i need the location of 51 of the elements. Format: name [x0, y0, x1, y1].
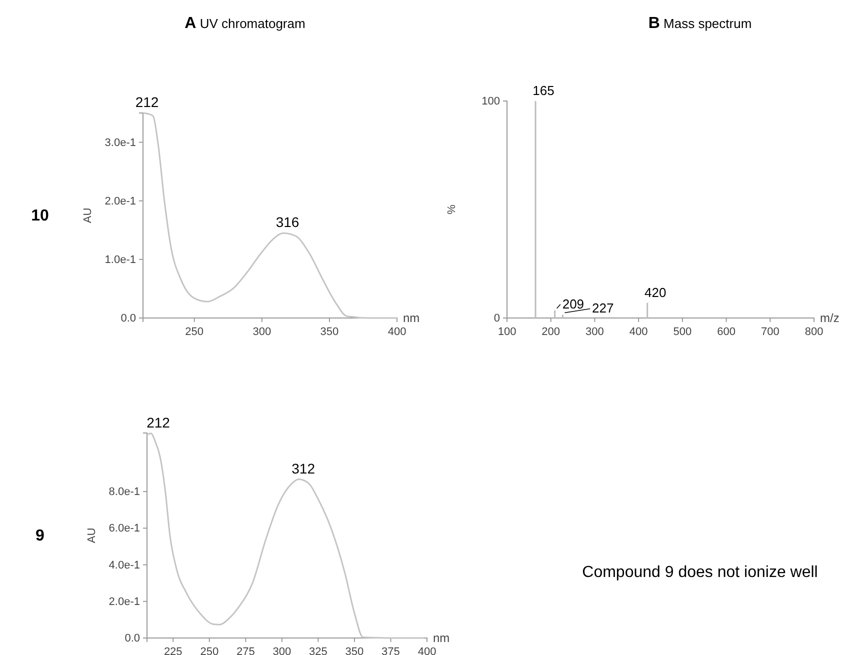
y-tick-label: 2.0e-1 [104, 195, 136, 208]
y-axis-title: AU [82, 208, 94, 224]
x-tick-label: 800 [804, 326, 824, 338]
x-axis-title: nm [403, 311, 420, 325]
x-tick-label: 200 [542, 326, 560, 338]
y-tick-label: 8.0e-1 [108, 486, 140, 498]
annotation: 312 [292, 460, 316, 476]
y-axis-title: AU [86, 528, 98, 544]
x-tick-label: 325 [309, 646, 328, 655]
y-tick-label: 3.0e-1 [104, 136, 136, 149]
x-tick-label: 100 [498, 326, 516, 338]
x-tick-label: 400 [388, 326, 406, 338]
x-tick-label: 225 [164, 646, 182, 655]
line-series [142, 112, 398, 319]
x-tick-label: 350 [345, 646, 364, 655]
y-tick-label: 6.0e-1 [108, 522, 140, 535]
x-tick-label: 700 [760, 326, 780, 338]
x-tick-label: 400 [629, 326, 648, 338]
x-tick-label: 300 [252, 326, 272, 338]
x-tick-label: 300 [272, 646, 292, 655]
text: 9 [36, 528, 45, 544]
line-series [146, 432, 425, 639]
x-tick-label: 250 [185, 326, 204, 338]
x-tick-label: 300 [586, 326, 604, 338]
annotation: 212 [146, 414, 170, 430]
text: 10 [31, 208, 49, 224]
x-tick-label: 500 [673, 326, 692, 338]
y-tick-label: 4.0e-1 [108, 559, 140, 572]
y-tick-label: 1.0e-1 [104, 254, 136, 266]
text: Compound 9 does not ionize well [582, 564, 818, 581]
y-tick-label: 0.0 [120, 312, 136, 325]
y-tick-label: 0.0 [124, 632, 140, 645]
annotation: 227 [592, 300, 614, 316]
x-tick-label: 600 [717, 326, 736, 338]
annotation: 209 [562, 296, 584, 312]
annotation: 212 [135, 94, 159, 110]
chart-title: B Mass spectrum [648, 15, 752, 32]
annotation: 316 [276, 214, 300, 230]
x-tick-label: 350 [320, 326, 339, 338]
annotation: 165 [532, 83, 554, 98]
x-axis-title: m/z [820, 311, 840, 325]
chart-title: A UV chromatogram [184, 15, 306, 32]
x-tick-label: 400 [418, 646, 436, 655]
x-tick-label: 375 [382, 646, 400, 655]
y-axis-title: % [446, 204, 458, 214]
y-tick-label: 2.0e-1 [108, 596, 140, 608]
x-tick-label: 275 [236, 646, 255, 655]
annotation: 420 [644, 284, 666, 300]
x-axis-title: nm [433, 631, 450, 645]
y-tick-label: 0 [494, 312, 500, 325]
x-tick-label: 250 [200, 646, 219, 655]
